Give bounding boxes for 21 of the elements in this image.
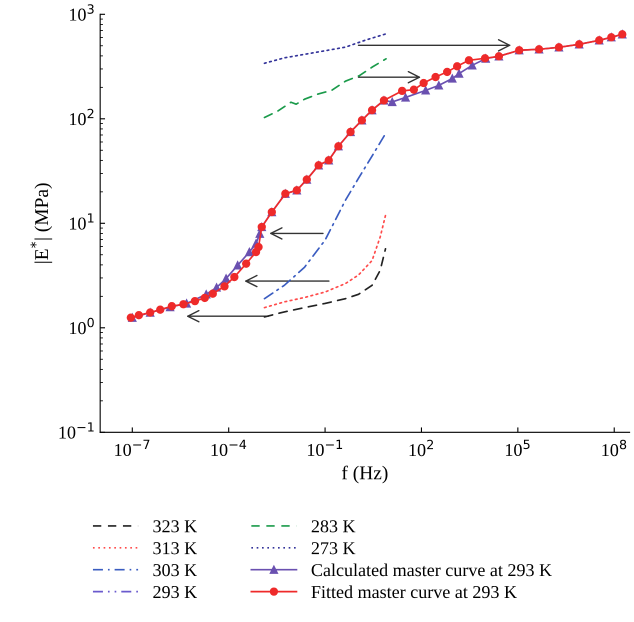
x-tick-label: 10$^{−4}$ <box>212 440 246 456</box>
legend-label: 283 K <box>312 520 356 532</box>
x-axis-title: f (Hz) <box>342 466 388 484</box>
y-tick-label: 10$^{2}$ <box>70 108 94 126</box>
y-tick-label: 10$^{3}$ <box>70 4 94 21</box>
y-tick-label: 10$^{0}$ <box>70 318 94 334</box>
x-tick-label: 10$^{2}$ <box>410 440 434 456</box>
x-tick-label: 10$^{5}$ <box>506 440 530 456</box>
legend-label: 313 K <box>153 542 197 554</box>
x-tick-label: 10$^{−1}$ <box>308 440 342 456</box>
legend-label: 273 K <box>312 542 356 554</box>
x-tick-label: 10$^{8}$ <box>602 440 626 456</box>
y-tick-label: 10$^{1}$ <box>70 213 94 230</box>
legend-label: Calculated master curve at 293 K <box>312 564 552 576</box>
legend-label: 293 K <box>153 586 197 598</box>
legend-label: 303 K <box>153 564 197 576</box>
legend-label: 323 K <box>153 520 197 532</box>
legend-label: Fitted master curve at 293 K <box>311 585 517 598</box>
x-tick-label: 10$^{−7}$ <box>115 440 150 456</box>
y-tick-label: 10$^{−1}$ <box>60 422 94 439</box>
y-axis-title: |E$^{*}$| (MPa) <box>30 183 52 263</box>
